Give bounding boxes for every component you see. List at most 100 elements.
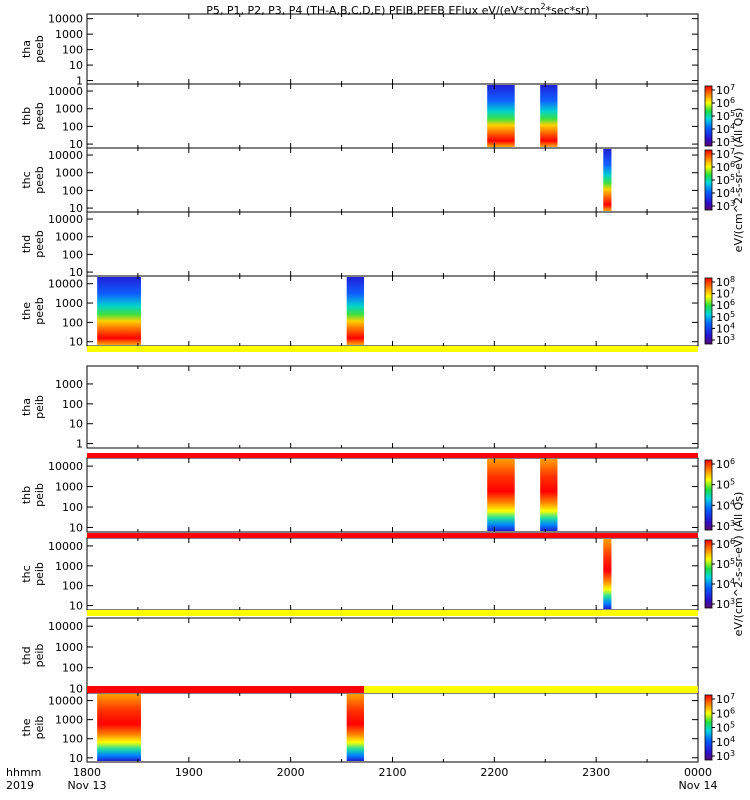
colorbar-tick-label: 103	[716, 597, 735, 611]
panel-tha-peeb: 10000 1000 100 10 1 tha peeb	[20, 13, 699, 88]
y-tick-label: 10000	[48, 695, 83, 708]
colorbar-tick-label: 107	[716, 83, 735, 97]
y-label-product: peib	[33, 716, 46, 740]
data-block-2	[540, 459, 558, 531]
y-tick-label: 10000	[48, 13, 83, 26]
panel-frame	[86, 617, 699, 694]
panel-the-peeb: 10000 1000 100 10 the peeb	[20, 275, 699, 349]
colorbar-tick-label: 105	[716, 721, 735, 735]
y-tick-label: 100	[62, 44, 83, 57]
y-tick-label: 1000	[55, 231, 83, 244]
y-label-probe: thd	[20, 235, 33, 253]
y-tick-label: 1000	[55, 378, 83, 391]
y-label-probe: the	[20, 718, 33, 736]
data-block-2	[540, 85, 558, 147]
colorbar-tick-label: 106	[716, 96, 735, 110]
colorbar-tick-label: 106	[716, 706, 735, 720]
y-tick-label: 10000	[48, 213, 83, 226]
y-tick-label: 1	[76, 438, 83, 451]
y-tick-label: 1000	[55, 167, 83, 180]
y-label-probe: the	[20, 302, 33, 320]
colorbar-scale	[704, 459, 713, 531]
y-label-product: peeb	[33, 230, 46, 258]
panel-frame	[86, 211, 699, 277]
panel-frame	[86, 365, 699, 449]
y-tick-label: 1000	[55, 560, 83, 573]
colorbar-title-peeb: eV/(cm^2-s-sr-eV) (All Qs)	[732, 108, 745, 253]
data-block-1	[487, 85, 515, 147]
y-label-product: peib	[33, 395, 46, 419]
colorbar-thc-peib: 106 105 104 103	[704, 537, 735, 611]
y-tick-label: 10000	[48, 540, 83, 553]
colorbar-tick-label: 104	[716, 735, 735, 749]
y-tick-label: 100	[62, 120, 83, 133]
y-tick-label: 10000	[48, 149, 83, 162]
colorbar-tick-label: 104	[716, 577, 735, 591]
y-tick-label: 10	[69, 336, 83, 349]
panel-thb-peeb: 10000 1000 100 10 thb peeb	[20, 83, 699, 151]
flag-bars	[87, 346, 698, 693]
y-label-product: peeb	[33, 102, 46, 130]
flag-bar-segment	[87, 346, 698, 352]
colorbar-tick-label: 106	[716, 298, 735, 312]
flag-bar-segment	[87, 453, 698, 458]
y-tick-label: 10	[69, 59, 83, 72]
y-label-probe: thc	[20, 565, 33, 582]
colorbar-tick-label: 105	[716, 310, 735, 324]
y-label-product: peib	[33, 483, 46, 507]
colorbar-scale	[704, 85, 713, 147]
time-tick-label: 2100	[379, 766, 407, 779]
colorbar-tick-label: 108	[716, 275, 735, 289]
colorbar-tick-label: 106	[716, 537, 735, 551]
y-tick-label: 100	[62, 733, 83, 746]
y-label-probe: tha	[20, 398, 33, 416]
colorbar-tick-label: 104	[716, 186, 735, 200]
y-tick-label: 10	[69, 682, 83, 695]
y-tick-label: 1000	[55, 28, 83, 41]
data-block-1	[97, 277, 141, 345]
y-label-probe: thb	[20, 107, 33, 125]
panel-frame	[86, 13, 699, 85]
panel-frame	[86, 457, 699, 533]
colorbar-tick-label: 105	[716, 173, 735, 187]
y-tick-label: 1000	[55, 103, 83, 116]
y-tick-label: 10	[69, 138, 83, 151]
y-tick-label: 100	[62, 398, 83, 411]
time-tick-label: 2300	[582, 766, 610, 779]
y-tick-label: 1000	[55, 481, 83, 494]
y-label-probe: thb	[20, 486, 33, 504]
y-label-product: peeb	[33, 35, 46, 63]
panel-thb-peib: 10000 1000 100 10 thb peib	[20, 457, 699, 534]
y-tick-label: 10	[69, 202, 83, 215]
colorbar-tick-label: 103	[716, 749, 735, 763]
colorbar-scale	[704, 694, 713, 761]
time-tick-date: Nov 13	[68, 779, 107, 792]
time-tick-label: 1800	[73, 766, 101, 779]
data-block-1	[97, 694, 141, 761]
colorbar-scale	[704, 539, 713, 609]
time-axis-year-label: 2019	[6, 779, 34, 792]
y-tick-label: 10	[69, 600, 83, 613]
figure-title: P5, P1, P2, P3, P4 (TH-A,B,C,D,E) PEIB,P…	[206, 2, 589, 17]
y-tick-label: 1000	[55, 714, 83, 727]
y-tick-label: 10	[69, 266, 83, 279]
panel-frame	[86, 692, 699, 763]
colorbar-tick-label: 105	[716, 109, 735, 123]
panel-thd-peib: 10000 1000 100 10 thd peib	[20, 617, 699, 695]
flag-bar-segment	[363, 686, 698, 693]
data-block-1	[487, 459, 515, 531]
y-label-probe: tha	[20, 40, 33, 58]
y-tick-label: 100	[62, 184, 83, 197]
colorbar-tick-label: 105	[716, 557, 735, 571]
y-tick-label: 100	[62, 316, 83, 329]
colorbar-tick-label: 104	[716, 498, 735, 512]
panel-frame	[86, 83, 699, 149]
y-label-product: peeb	[33, 166, 46, 194]
y-label-probe: thd	[20, 646, 33, 664]
panel-the-peib: 10000 1000 100 10 the peib	[20, 692, 699, 765]
y-tick-label: 10000	[48, 620, 83, 633]
